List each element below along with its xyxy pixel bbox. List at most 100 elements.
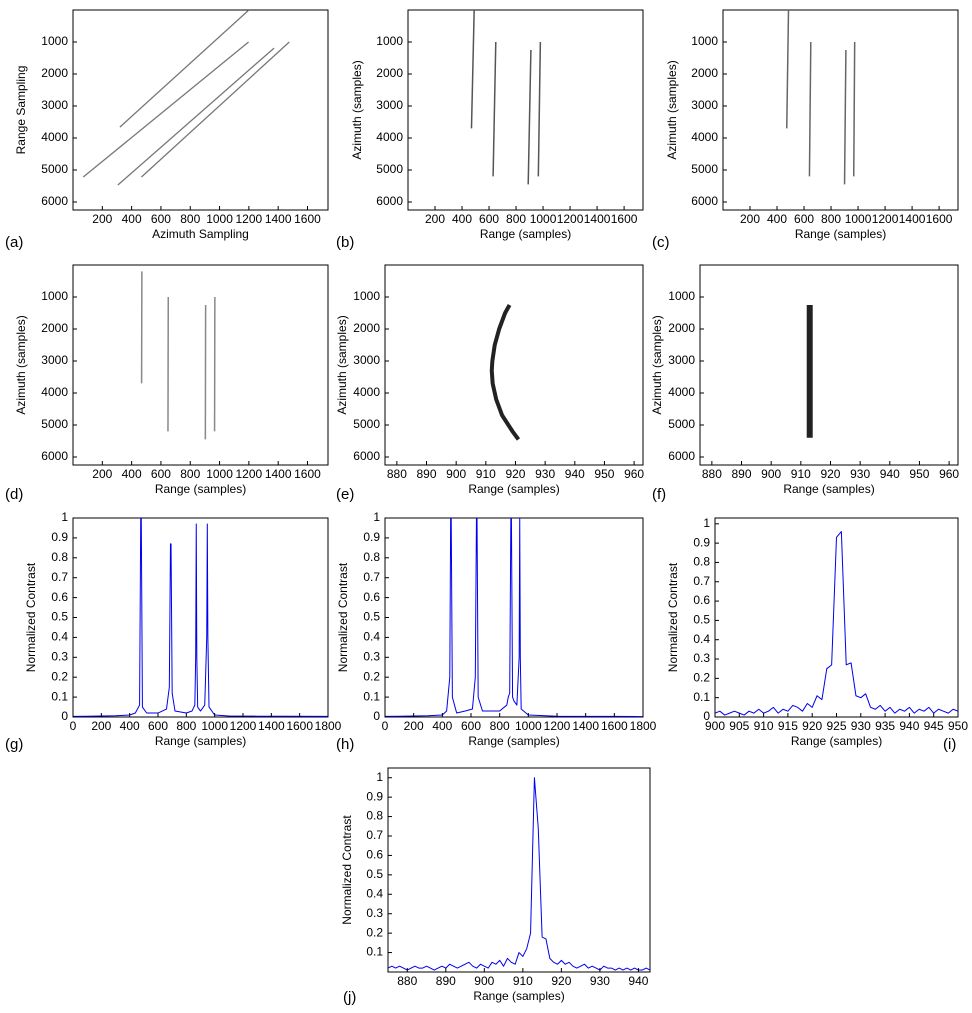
x-tick-label: 1600 <box>294 467 321 481</box>
y-tick-label: 2000 <box>41 66 68 80</box>
y-tick-label: 0.8 <box>51 550 68 564</box>
data-line <box>786 10 790 129</box>
y-tick-label: 1000 <box>41 289 68 303</box>
x-tick-label: 935 <box>875 719 895 733</box>
x-tick-label: 1400 <box>265 212 292 226</box>
y-tick-label: 1000 <box>353 289 380 303</box>
x-tick-label: 200 <box>425 212 445 226</box>
x-tick-label: 600 <box>479 212 499 226</box>
y-tick-label: 0 <box>373 709 380 723</box>
y-tick-label: 0.1 <box>51 689 68 703</box>
x-tick-label: 600 <box>461 719 481 733</box>
x-tick-label: 910 <box>476 467 496 481</box>
x-tick-label: 950 <box>909 467 929 481</box>
x-tick-label: 940 <box>628 974 648 988</box>
x-tick-label: 1600 <box>601 719 628 733</box>
y-tick-label: 1000 <box>668 289 695 303</box>
panel-label: (g) <box>5 736 23 753</box>
x-tick-label: 400 <box>122 467 142 481</box>
panel-label: (b) <box>336 234 354 251</box>
y-tick-label: 2000 <box>353 321 380 335</box>
x-axis-title: Range (samples) <box>468 734 559 748</box>
y-tick-label: 0.6 <box>363 590 380 604</box>
x-tick-label: 600 <box>151 467 171 481</box>
y-tick-label: 0.4 <box>693 632 710 646</box>
y-tick-label: 0.9 <box>363 530 380 544</box>
panel-label: (d) <box>5 486 23 503</box>
x-tick-label: 1000 <box>206 212 233 226</box>
data-line <box>82 41 249 178</box>
y-tick-label: 0.8 <box>363 550 380 564</box>
y-tick-label: 0.6 <box>693 593 710 607</box>
data-line <box>489 304 521 441</box>
x-tick-label: 890 <box>436 974 456 988</box>
panel: 880 890 900 910 920 930 940 0.1 0.2 0.3 0.4 0.5 0.6 0… <box>340 767 651 1006</box>
x-tick-label: 940 <box>565 467 585 481</box>
y-tick-label: 0.5 <box>363 610 380 624</box>
data-line <box>843 49 847 185</box>
y-tick-label: 0.1 <box>693 690 710 704</box>
plot-area <box>722 9 959 211</box>
x-tick-label: 400 <box>452 212 472 226</box>
x-axis-title: Range (samples) <box>468 482 559 496</box>
x-tick-label: 950 <box>594 467 614 481</box>
x-tick-label: 920 <box>505 467 525 481</box>
x-tick-label: 1000 <box>206 467 233 481</box>
panel: 0 200 400 600 800 1000 1200 1400 1600 1800 0 0.1 0.2… <box>336 510 657 753</box>
y-tick-label: 5000 <box>41 162 68 176</box>
y-axis-title: Normalized Contrast <box>336 562 350 672</box>
x-axis-title: Range (samples) <box>473 989 564 1003</box>
y-tick-label: 0.8 <box>366 809 383 823</box>
y-tick-label: 3000 <box>353 353 380 367</box>
y-tick-label: 0.9 <box>693 535 710 549</box>
x-tick-label: 900 <box>761 467 781 481</box>
x-tick-label: 930 <box>535 467 555 481</box>
panel-label: (a) <box>5 234 23 251</box>
x-tick-label: 890 <box>732 467 752 481</box>
y-axis-title: Azimuth (samples) <box>335 315 349 414</box>
panel: 880 890 900 910 920 930 940 950 960 1000 2000 3000 4… <box>335 264 644 503</box>
x-tick-label: 1400 <box>584 212 611 226</box>
plot-area <box>714 517 959 718</box>
x-axis-title: Range (samples) <box>155 482 246 496</box>
y-tick-label: 4000 <box>353 385 380 399</box>
x-tick-label: 880 <box>387 467 407 481</box>
y-tick-label: 0.4 <box>51 630 68 644</box>
x-tick-label: 800 <box>506 212 526 226</box>
panel-label: (h) <box>336 736 354 753</box>
y-tick-label: 0.7 <box>363 570 380 584</box>
x-tick-label: 930 <box>851 719 871 733</box>
x-tick-label: 1200 <box>544 719 571 733</box>
y-tick-label: 0.5 <box>51 610 68 624</box>
data-line <box>527 49 532 185</box>
x-tick-label: 1800 <box>630 719 657 733</box>
y-axis-title: Azimuth (samples) <box>650 315 664 414</box>
x-tick-label: 900 <box>446 467 466 481</box>
x-tick-label: 1600 <box>611 212 638 226</box>
data-line <box>388 777 650 971</box>
data-line <box>808 41 812 177</box>
data-line <box>715 531 958 716</box>
x-tick-label: 960 <box>939 467 959 481</box>
x-tick-label: 400 <box>432 719 452 733</box>
y-tick-label: 0.6 <box>51 590 68 604</box>
y-tick-label: 4000 <box>668 385 695 399</box>
x-tick-label: 600 <box>794 212 814 226</box>
x-axis-title: Range (samples) <box>795 227 886 241</box>
x-tick-label: 200 <box>92 467 112 481</box>
plot-area <box>387 767 651 973</box>
x-tick-label: 200 <box>404 719 424 733</box>
y-tick-label: 5000 <box>691 162 718 176</box>
x-tick-label: 960 <box>624 467 644 481</box>
x-tick-label: 1000 <box>845 212 872 226</box>
y-tick-label: 0.3 <box>366 906 383 920</box>
y-tick-label: 0.2 <box>366 925 383 939</box>
x-tick-label: 1200 <box>872 212 899 226</box>
panel: 200 400 600 800 1000 1200 1400 1600100020003000… <box>5 264 329 503</box>
x-tick-label: 950 <box>948 719 968 733</box>
plot-area <box>384 517 644 718</box>
x-tick-label: 910 <box>513 974 533 988</box>
y-tick-label: 2000 <box>691 66 718 80</box>
y-tick-label: 1000 <box>691 34 718 48</box>
x-tick-label: 900 <box>474 974 494 988</box>
